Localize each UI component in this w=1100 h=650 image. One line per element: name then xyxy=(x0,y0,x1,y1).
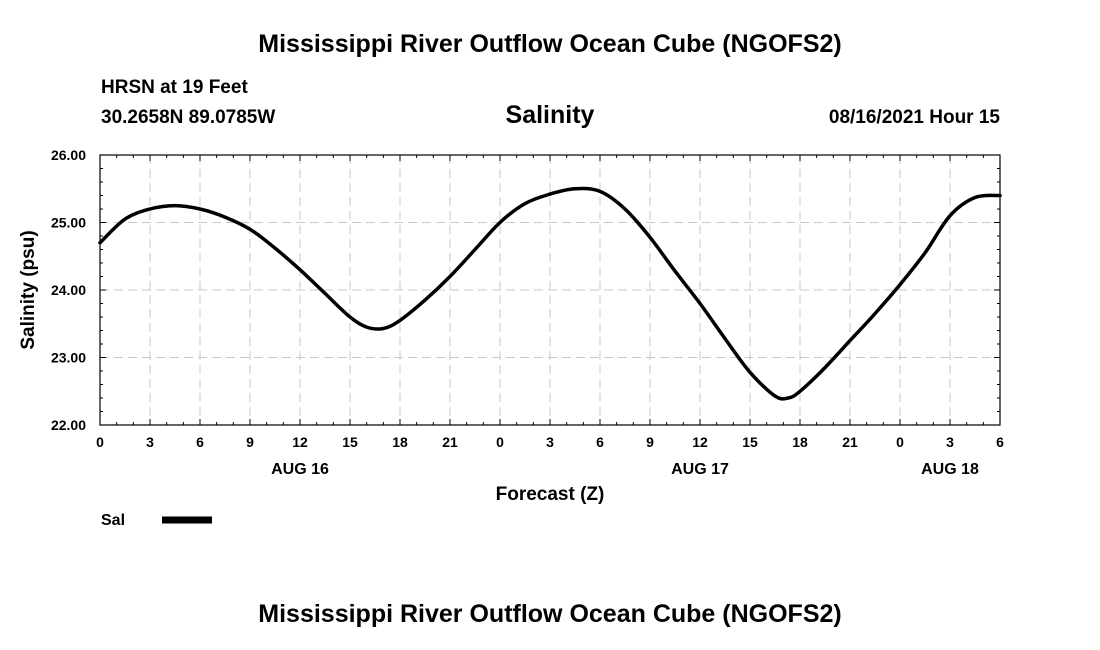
x-tick-label: 0 xyxy=(96,434,104,450)
x-tick-label: 3 xyxy=(946,434,954,450)
y-tick-label: 25.00 xyxy=(51,215,86,231)
y-axis-title: Salinity (psu) xyxy=(18,230,39,349)
x-tick-label: 0 xyxy=(496,434,504,450)
y-tick-label: 23.00 xyxy=(51,350,86,366)
x-tick-label: 0 xyxy=(896,434,904,450)
x-tick-label: 9 xyxy=(246,434,254,450)
date-label: AUG 16 xyxy=(271,461,329,478)
forecast-timestamp: 08/16/2021 Hour 15 xyxy=(828,107,1000,128)
x-tick-label: 18 xyxy=(792,434,808,450)
axis-labels: 0 3 6 9 12 15 18 21 0 3 6 9 12 15 18 21 0 3 6 22.00 23.00 24.… xyxy=(51,147,1004,478)
x-tick-label: 21 xyxy=(842,434,858,450)
x-tick-label: 6 xyxy=(196,434,204,450)
grid-lines xyxy=(100,155,1000,425)
x-tick-label: 15 xyxy=(742,434,758,450)
variable-title: Salinity xyxy=(505,101,595,129)
series-layer xyxy=(98,186,1002,401)
x-axis-title: Forecast (Z) xyxy=(496,484,605,505)
x-tick-label: 12 xyxy=(692,434,708,450)
legend-label: Sal xyxy=(101,512,125,529)
bottom-title: Mississippi River Outflow Ocean Cube (NG… xyxy=(258,600,842,628)
y-tick-label: 22.00 xyxy=(51,417,86,433)
y-tick-label: 24.00 xyxy=(51,282,86,298)
station-label: HRSN at 19 Feet xyxy=(101,77,248,98)
x-tick-label: 12 xyxy=(292,434,308,450)
station-coords: 30.2658N 89.0785W xyxy=(101,107,276,128)
date-label: AUG 17 xyxy=(671,461,729,478)
x-tick-label: 6 xyxy=(996,434,1004,450)
x-tick-label: 3 xyxy=(146,434,154,450)
y-tick-label: 26.00 xyxy=(51,147,86,163)
x-tick-label: 9 xyxy=(646,434,654,450)
date-label: AUG 18 xyxy=(921,461,979,478)
x-tick-label: 21 xyxy=(442,434,458,450)
x-tick-label: 15 xyxy=(342,434,358,450)
top-title: Mississippi River Outflow Ocean Cube (NG… xyxy=(258,30,842,58)
plot-frame xyxy=(99,154,1001,426)
x-tick-label: 6 xyxy=(596,434,604,450)
series-line-sal xyxy=(98,186,1002,401)
x-tick-label: 3 xyxy=(546,434,554,450)
x-tick-label: 18 xyxy=(392,434,408,450)
